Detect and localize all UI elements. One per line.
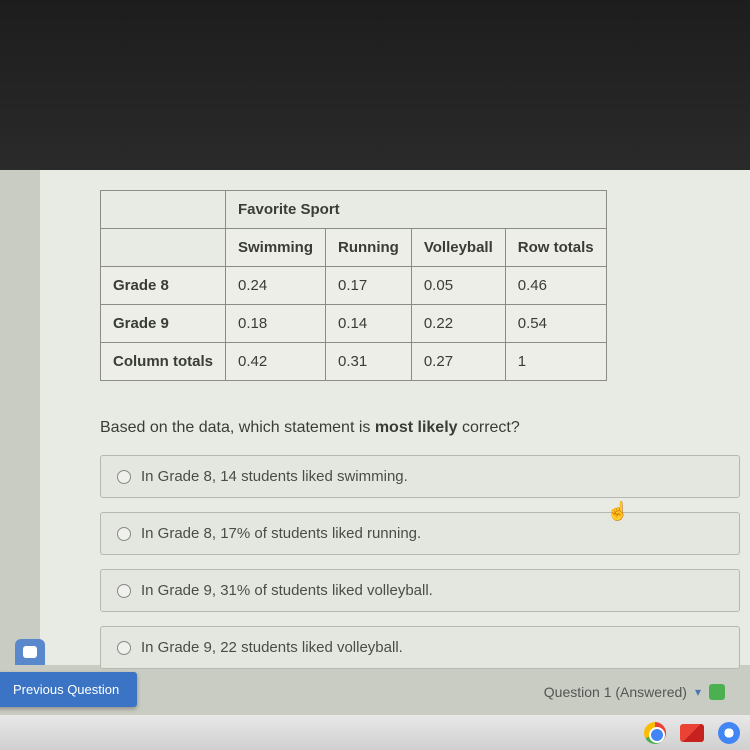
cell: 1 <box>505 343 606 381</box>
question-text: Based on the data, which statement is mo… <box>100 419 740 437</box>
os-taskbar <box>0 715 750 750</box>
cell: 0.24 <box>226 267 326 305</box>
option-a[interactable]: In Grade 8, 14 students liked swimming. <box>100 455 740 498</box>
chat-tab-icon[interactable] <box>15 639 45 665</box>
option-d[interactable]: In Grade 9, 22 students liked volleyball… <box>100 626 740 669</box>
table-row: Grade 9 0.18 0.14 0.22 0.54 <box>101 305 607 343</box>
cell: 0.42 <box>226 343 326 381</box>
col-header: Swimming <box>226 229 326 267</box>
radio-icon <box>117 584 131 598</box>
col-header: Running <box>326 229 412 267</box>
option-label: In Grade 8, 17% of students liked runnin… <box>141 525 421 542</box>
cell: 0.22 <box>411 305 505 343</box>
settings-gear-icon[interactable] <box>718 722 740 744</box>
quiz-viewport: Favorite Sport Swimming Running Volleyba… <box>0 170 750 715</box>
question-suffix: correct? <box>458 419 520 436</box>
col-header: Row totals <box>505 229 606 267</box>
table-blank-cell <box>101 191 226 229</box>
chevron-down-icon: ▾ <box>695 685 701 699</box>
table-row: Grade 8 0.24 0.17 0.05 0.46 <box>101 267 607 305</box>
row-label: Grade 8 <box>101 267 226 305</box>
option-c[interactable]: In Grade 9, 31% of students liked volley… <box>100 569 740 612</box>
gmail-icon[interactable] <box>680 724 704 742</box>
radio-icon <box>117 641 131 655</box>
cell: 0.14 <box>326 305 412 343</box>
cell: 0.27 <box>411 343 505 381</box>
previous-question-button[interactable]: Previous Question <box>0 672 137 707</box>
cell: 0.46 <box>505 267 606 305</box>
option-b[interactable]: In Grade 8, 17% of students liked runnin… <box>100 512 740 555</box>
table-title: Favorite Sport <box>226 191 607 229</box>
option-label: In Grade 8, 14 students liked swimming. <box>141 468 408 485</box>
question-emph: most likely <box>375 419 458 436</box>
radio-icon <box>117 527 131 541</box>
col-header: Volleyball <box>411 229 505 267</box>
table-blank-cell <box>101 229 226 267</box>
question-panel: Favorite Sport Swimming Running Volleyba… <box>40 170 750 665</box>
table-row: Column totals 0.42 0.31 0.27 1 <box>101 343 607 381</box>
quiz-nav-bar: Previous Question Question 1 (Answered) … <box>0 665 750 715</box>
option-label: In Grade 9, 22 students liked volleyball… <box>141 639 403 656</box>
status-label: Question 1 (Answered) <box>544 684 687 700</box>
answer-options: In Grade 8, 14 students liked swimming. … <box>100 455 740 669</box>
chrome-icon[interactable] <box>644 722 666 744</box>
favorite-sport-table: Favorite Sport Swimming Running Volleyba… <box>100 190 607 381</box>
question-status[interactable]: Question 1 (Answered) ▾ <box>544 684 725 700</box>
option-label: In Grade 9, 31% of students liked volley… <box>141 582 433 599</box>
cell: 0.18 <box>226 305 326 343</box>
row-label: Column totals <box>101 343 226 381</box>
pointer-cursor-icon: ☝ <box>607 501 629 522</box>
browser-chrome-dark <box>0 0 750 170</box>
question-prefix: Based on the data, which statement is <box>100 419 375 436</box>
cell: 0.54 <box>505 305 606 343</box>
answered-check-icon <box>709 684 725 700</box>
radio-icon <box>117 470 131 484</box>
row-label: Grade 9 <box>101 305 226 343</box>
cell: 0.31 <box>326 343 412 381</box>
cell: 0.05 <box>411 267 505 305</box>
cell: 0.17 <box>326 267 412 305</box>
